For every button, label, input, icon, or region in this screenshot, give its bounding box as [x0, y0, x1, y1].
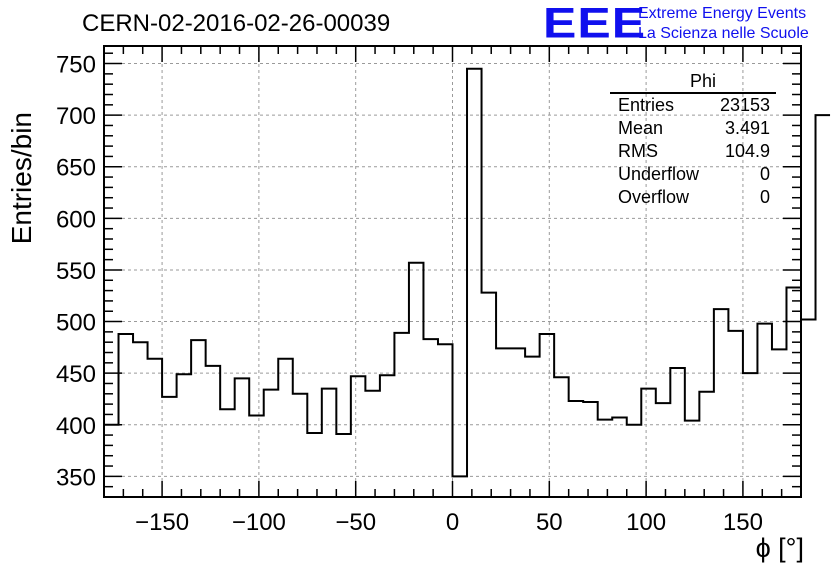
- histogram-bin: [133, 342, 148, 497]
- histogram-bin: [423, 339, 438, 497]
- stats-label: Overflow: [618, 187, 690, 207]
- histogram-bin: [569, 401, 584, 497]
- y-tick-label: 600: [56, 206, 96, 233]
- histogram-bin: [670, 368, 685, 497]
- histogram-bin: [772, 349, 787, 497]
- stats-label: Mean: [618, 118, 664, 138]
- y-axis-label: Entries/bin: [6, 112, 37, 245]
- histogram-bin: [453, 476, 468, 497]
- stats-value: 104.9: [724, 141, 770, 161]
- histogram-series: [104, 67, 831, 497]
- histogram-bin: [540, 334, 555, 497]
- y-tick-label: 350: [56, 464, 96, 491]
- histogram-bin: [177, 374, 192, 497]
- stats-label: Underflow: [618, 164, 700, 184]
- histogram-bin: [394, 333, 409, 497]
- histogram-bin: [264, 390, 279, 497]
- histogram-bin: [743, 373, 758, 497]
- histogram-bin: [235, 378, 250, 497]
- stats-value: 0: [759, 164, 770, 184]
- stats-row-entries: Entries 23153: [610, 94, 776, 117]
- histogram-bin: [293, 394, 308, 497]
- histogram-bin: [641, 389, 656, 497]
- histogram-bin: [119, 334, 134, 497]
- stats-row-rms: RMS 104.9: [610, 140, 776, 163]
- histogram-bin: [365, 391, 380, 497]
- chart-title: CERN-02-2016-02-26-00039: [82, 10, 391, 37]
- histogram-bin: [148, 359, 163, 497]
- histogram-bin: [162, 397, 177, 497]
- histogram-bin: [757, 324, 772, 497]
- histogram-bin: [278, 359, 293, 497]
- x-tick-label: 100: [626, 509, 666, 536]
- histogram-bin: [583, 402, 598, 497]
- histogram-bin: [554, 377, 569, 497]
- histogram-bin: [191, 340, 206, 497]
- x-tick-label: −50: [335, 509, 376, 536]
- y-tick-label: 500: [56, 310, 96, 337]
- stats-row-overflow: Overflow 0: [610, 186, 776, 209]
- stats-label: Entries: [618, 95, 675, 115]
- logo-line-1: Extreme Energy Events: [638, 5, 807, 22]
- histogram-bin: [598, 420, 613, 497]
- histogram-bin: [656, 403, 671, 497]
- tick-labels: −150 −100 −50 0 50 100 150 350 400 450 500 550 600 65…: [56, 52, 763, 536]
- histogram-bin: [467, 69, 482, 497]
- histogram-bin: [511, 348, 526, 497]
- histogram-bin: [206, 366, 221, 497]
- histogram-bin: [351, 376, 366, 497]
- y-tick-label: 450: [56, 361, 96, 388]
- x-tick-label: 0: [446, 509, 459, 536]
- x-tick-label: 50: [536, 509, 563, 536]
- histogram-bin: [380, 375, 395, 497]
- y-tick-label: 750: [56, 52, 96, 79]
- histogram-bin: [627, 425, 642, 497]
- histogram-bin: [322, 389, 337, 497]
- histogram-bin: [307, 433, 322, 497]
- histogram-bin: [336, 434, 351, 497]
- y-tick-label: 400: [56, 413, 96, 440]
- histogram-bin: [525, 357, 540, 497]
- y-tick-label: 650: [56, 155, 96, 182]
- axis-ticks: [103, 46, 802, 497]
- histogram-line: [104, 67, 831, 478]
- histogram-bin: [220, 409, 235, 497]
- histogram-bin: [728, 331, 743, 497]
- x-tick-label: −100: [232, 509, 286, 536]
- histogram-bin: [816, 115, 831, 497]
- eee-logo: EEE: [543, 0, 647, 48]
- histogram-bin: [249, 415, 264, 497]
- y-tick-label: 700: [56, 103, 96, 130]
- y-tick-label: 550: [56, 258, 96, 285]
- histogram-bin: [714, 309, 729, 497]
- histogram-bin: [685, 421, 700, 497]
- histogram-bin: [438, 344, 453, 497]
- stats-value: 0: [759, 187, 770, 207]
- histogram-bin: [801, 319, 816, 497]
- x-tick-label: −150: [135, 509, 189, 536]
- stats-value: 3.491: [724, 118, 770, 138]
- stats-value: 23153: [719, 95, 770, 115]
- stats-box: Phi Entries 23153 Mean 3.491 RMS 104.9 U…: [610, 70, 776, 209]
- histogram-bin: [482, 293, 497, 497]
- stats-label: RMS: [618, 141, 658, 161]
- stats-row-underflow: Underflow 0: [610, 163, 776, 186]
- x-axis-label: ϕ [°]: [755, 533, 804, 563]
- histogram-bin: [409, 263, 424, 497]
- histogram-bin: [496, 348, 511, 497]
- histogram-bin: [699, 392, 714, 497]
- stats-title: Phi: [610, 70, 776, 94]
- stats-row-mean: Mean 3.491: [610, 117, 776, 140]
- histogram-bin: [612, 418, 627, 497]
- x-tick-label: 150: [723, 509, 763, 536]
- logo-line-2: La Scienza nelle Scuole: [638, 25, 809, 42]
